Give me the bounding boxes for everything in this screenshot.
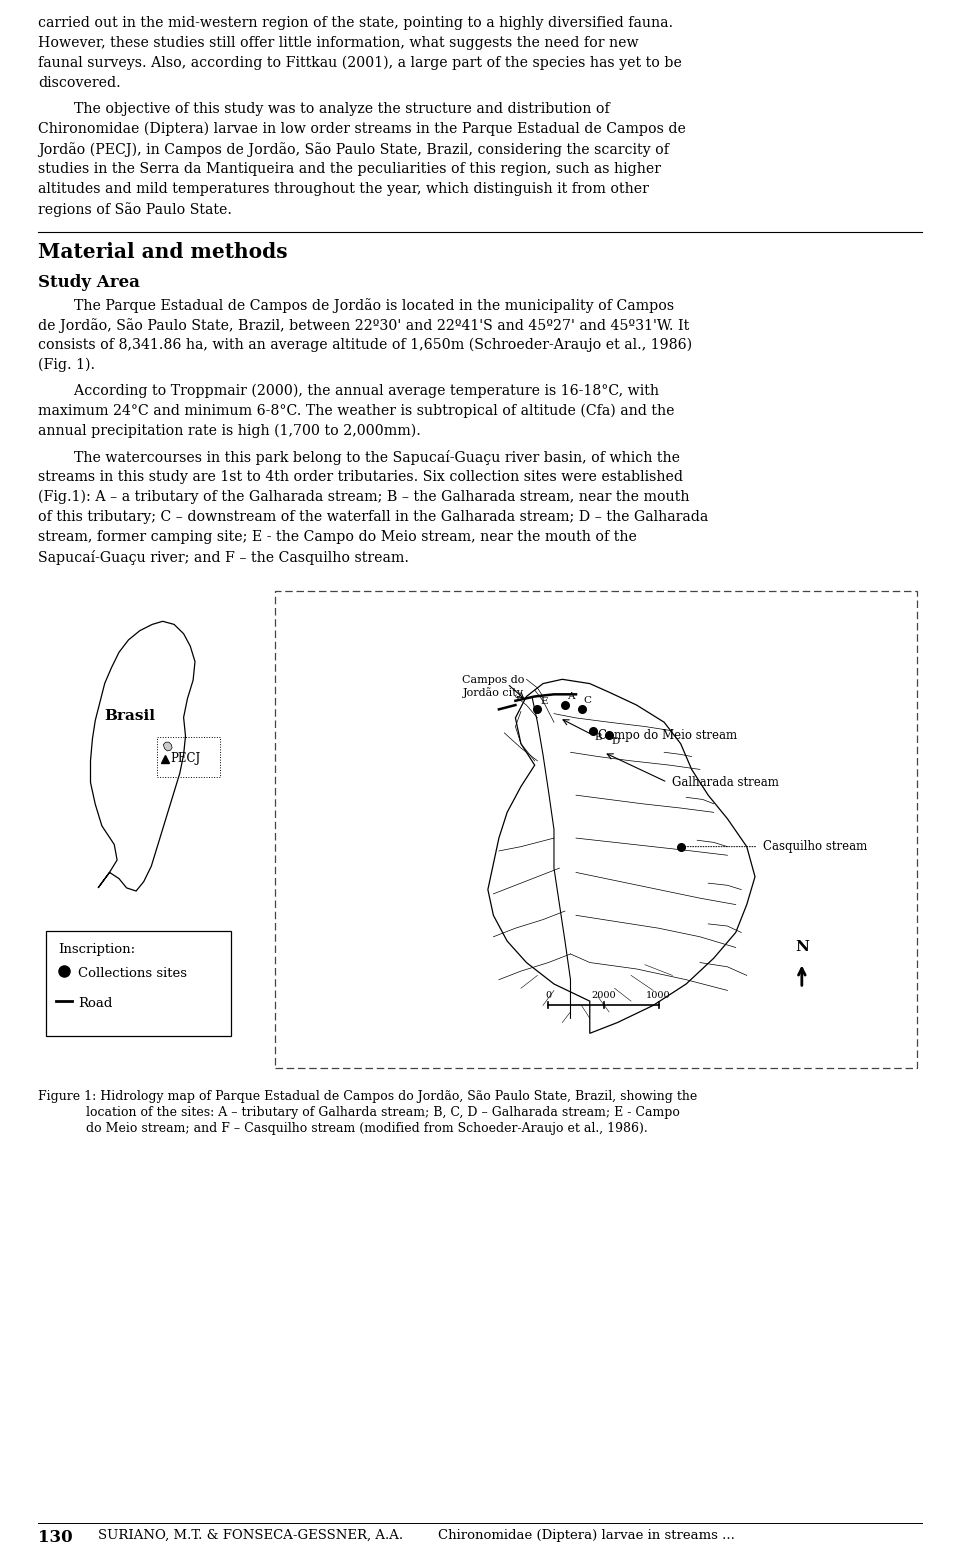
Text: de Jordão, São Paulo State, Brazil, between 22º30' and 22º41'S and 45º27' and 45: de Jordão, São Paulo State, Brazil, betw…	[38, 318, 689, 332]
Text: studies in the Serra da Mantiqueira and the peculiarities of this region, such a: studies in the Serra da Mantiqueira and …	[38, 162, 661, 176]
Bar	[46, 931, 231, 1036]
Text: Study Area: Study Area	[38, 275, 140, 292]
Text: 2000: 2000	[591, 992, 616, 1000]
Text: Galharada stream: Galharada stream	[672, 775, 780, 789]
Text: However, these studies still offer little information, what suggests the need fo: However, these studies still offer littl…	[38, 36, 638, 50]
Text: consists of 8,341.86 ha, with an average altitude of 1,650m (Schroeder-Araujo et: consists of 8,341.86 ha, with an average…	[38, 339, 692, 353]
Text: PECJ: PECJ	[171, 752, 201, 766]
Bar	[38, 587, 922, 1076]
Text: streams in this study are 1st to 4th order tributaries. Six collection sites wer: streams in this study are 1st to 4th ord…	[38, 470, 683, 484]
Text: Chironomidae (Diptera) larvae in low order streams in the Parque Estadual de Cam: Chironomidae (Diptera) larvae in low ord…	[38, 122, 685, 136]
Text: stream, former camping site; E - the Campo do Meio stream, near the mouth of the: stream, former camping site; E - the Cam…	[38, 530, 636, 544]
Text: of this tributary; C – downstream of the waterfall in the Galharada stream; D – : of this tributary; C – downstream of the…	[38, 510, 708, 524]
Text: SURIANO, M.T. & FONSECA-GESSNER, A.A.: SURIANO, M.T. & FONSECA-GESSNER, A.A.	[98, 1529, 403, 1541]
Text: Campos do
Jordão city: Campos do Jordão city	[462, 675, 524, 697]
Bar	[275, 591, 917, 1069]
Text: do Meio stream; and F – Casquilho stream (modified from Schoeder-Araujo et al., : do Meio stream; and F – Casquilho stream…	[38, 1122, 648, 1136]
Text: Collections sites: Collections sites	[78, 967, 187, 980]
Text: N: N	[795, 941, 808, 955]
Text: The objective of this study was to analyze the structure and distribution of: The objective of this study was to analy…	[38, 101, 610, 115]
Polygon shape	[488, 679, 755, 1033]
Polygon shape	[163, 743, 172, 750]
Text: location of the sites: A – tributary of Galharda stream; B, C, D – Galharada str: location of the sites: A – tributary of …	[38, 1106, 680, 1119]
Polygon shape	[90, 621, 195, 891]
Text: E: E	[540, 697, 548, 707]
Text: carried out in the mid-western region of the state, pointing to a highly diversi: carried out in the mid-western region of…	[38, 16, 673, 30]
Text: Jordão (PECJ), in Campos de Jordão, São Paulo State, Brazil, considering the sca: Jordão (PECJ), in Campos de Jordão, São …	[38, 142, 669, 158]
Text: Chironomidae (Diptera) larvae in streams ...: Chironomidae (Diptera) larvae in streams…	[438, 1529, 734, 1541]
Text: 1000: 1000	[646, 992, 671, 1000]
Text: 0: 0	[545, 992, 552, 1000]
Text: Inscription:: Inscription:	[58, 942, 135, 956]
Text: Sapucaí-Guaçu river; and F – the Casquilho stream.: Sapucaí-Guaçu river; and F – the Casquil…	[38, 551, 409, 565]
Bar	[156, 736, 220, 777]
Text: Material and methods: Material and methods	[38, 242, 288, 262]
Text: discovered.: discovered.	[38, 76, 121, 90]
Text: Figure 1: Hidrology map of Parque Estadual de Campos do Jordão, São Paulo State,: Figure 1: Hidrology map of Parque Estadu…	[38, 1090, 697, 1103]
Text: D: D	[612, 736, 619, 746]
Text: Road: Road	[78, 997, 112, 1009]
Text: faunal surveys. Also, according to Fittkau (2001), a large part of the species h: faunal surveys. Also, according to Fittk…	[38, 56, 682, 70]
Text: annual precipitation rate is high (1,700 to 2,000mm).: annual precipitation rate is high (1,700…	[38, 424, 420, 438]
Text: According to Troppmair (2000), the annual average temperature is 16-18°C, with: According to Troppmair (2000), the annua…	[38, 384, 659, 398]
Text: The Parque Estadual de Campos de Jordão is located in the municipality of Campos: The Parque Estadual de Campos de Jordão …	[38, 298, 674, 314]
Text: (Fig.1): A – a tributary of the Galharada stream; B – the Galharada stream, near: (Fig.1): A – a tributary of the Galharad…	[38, 490, 689, 504]
Text: 130: 130	[38, 1529, 73, 1546]
Text: A: A	[567, 693, 574, 700]
Text: altitudes and mild temperatures throughout the year, which distinguish it from o: altitudes and mild temperatures througho…	[38, 183, 649, 197]
Text: Campo do Meio stream: Campo do Meio stream	[598, 729, 737, 741]
Text: regions of São Paulo State.: regions of São Paulo State.	[38, 201, 232, 217]
Text: The watercourses in this park belong to the Sapucaí-Guaçu river basin, of which : The watercourses in this park belong to …	[38, 449, 680, 465]
Text: maximum 24°C and minimum 6-8°C. The weather is subtropical of altitude (Cfa) and: maximum 24°C and minimum 6-8°C. The weat…	[38, 404, 675, 418]
Text: Casquilho stream: Casquilho stream	[763, 841, 868, 853]
Text: B: B	[594, 733, 602, 743]
Text: (Fig. 1).: (Fig. 1).	[38, 357, 95, 373]
Text: Brasil: Brasil	[105, 708, 156, 722]
Text: C: C	[584, 696, 591, 705]
